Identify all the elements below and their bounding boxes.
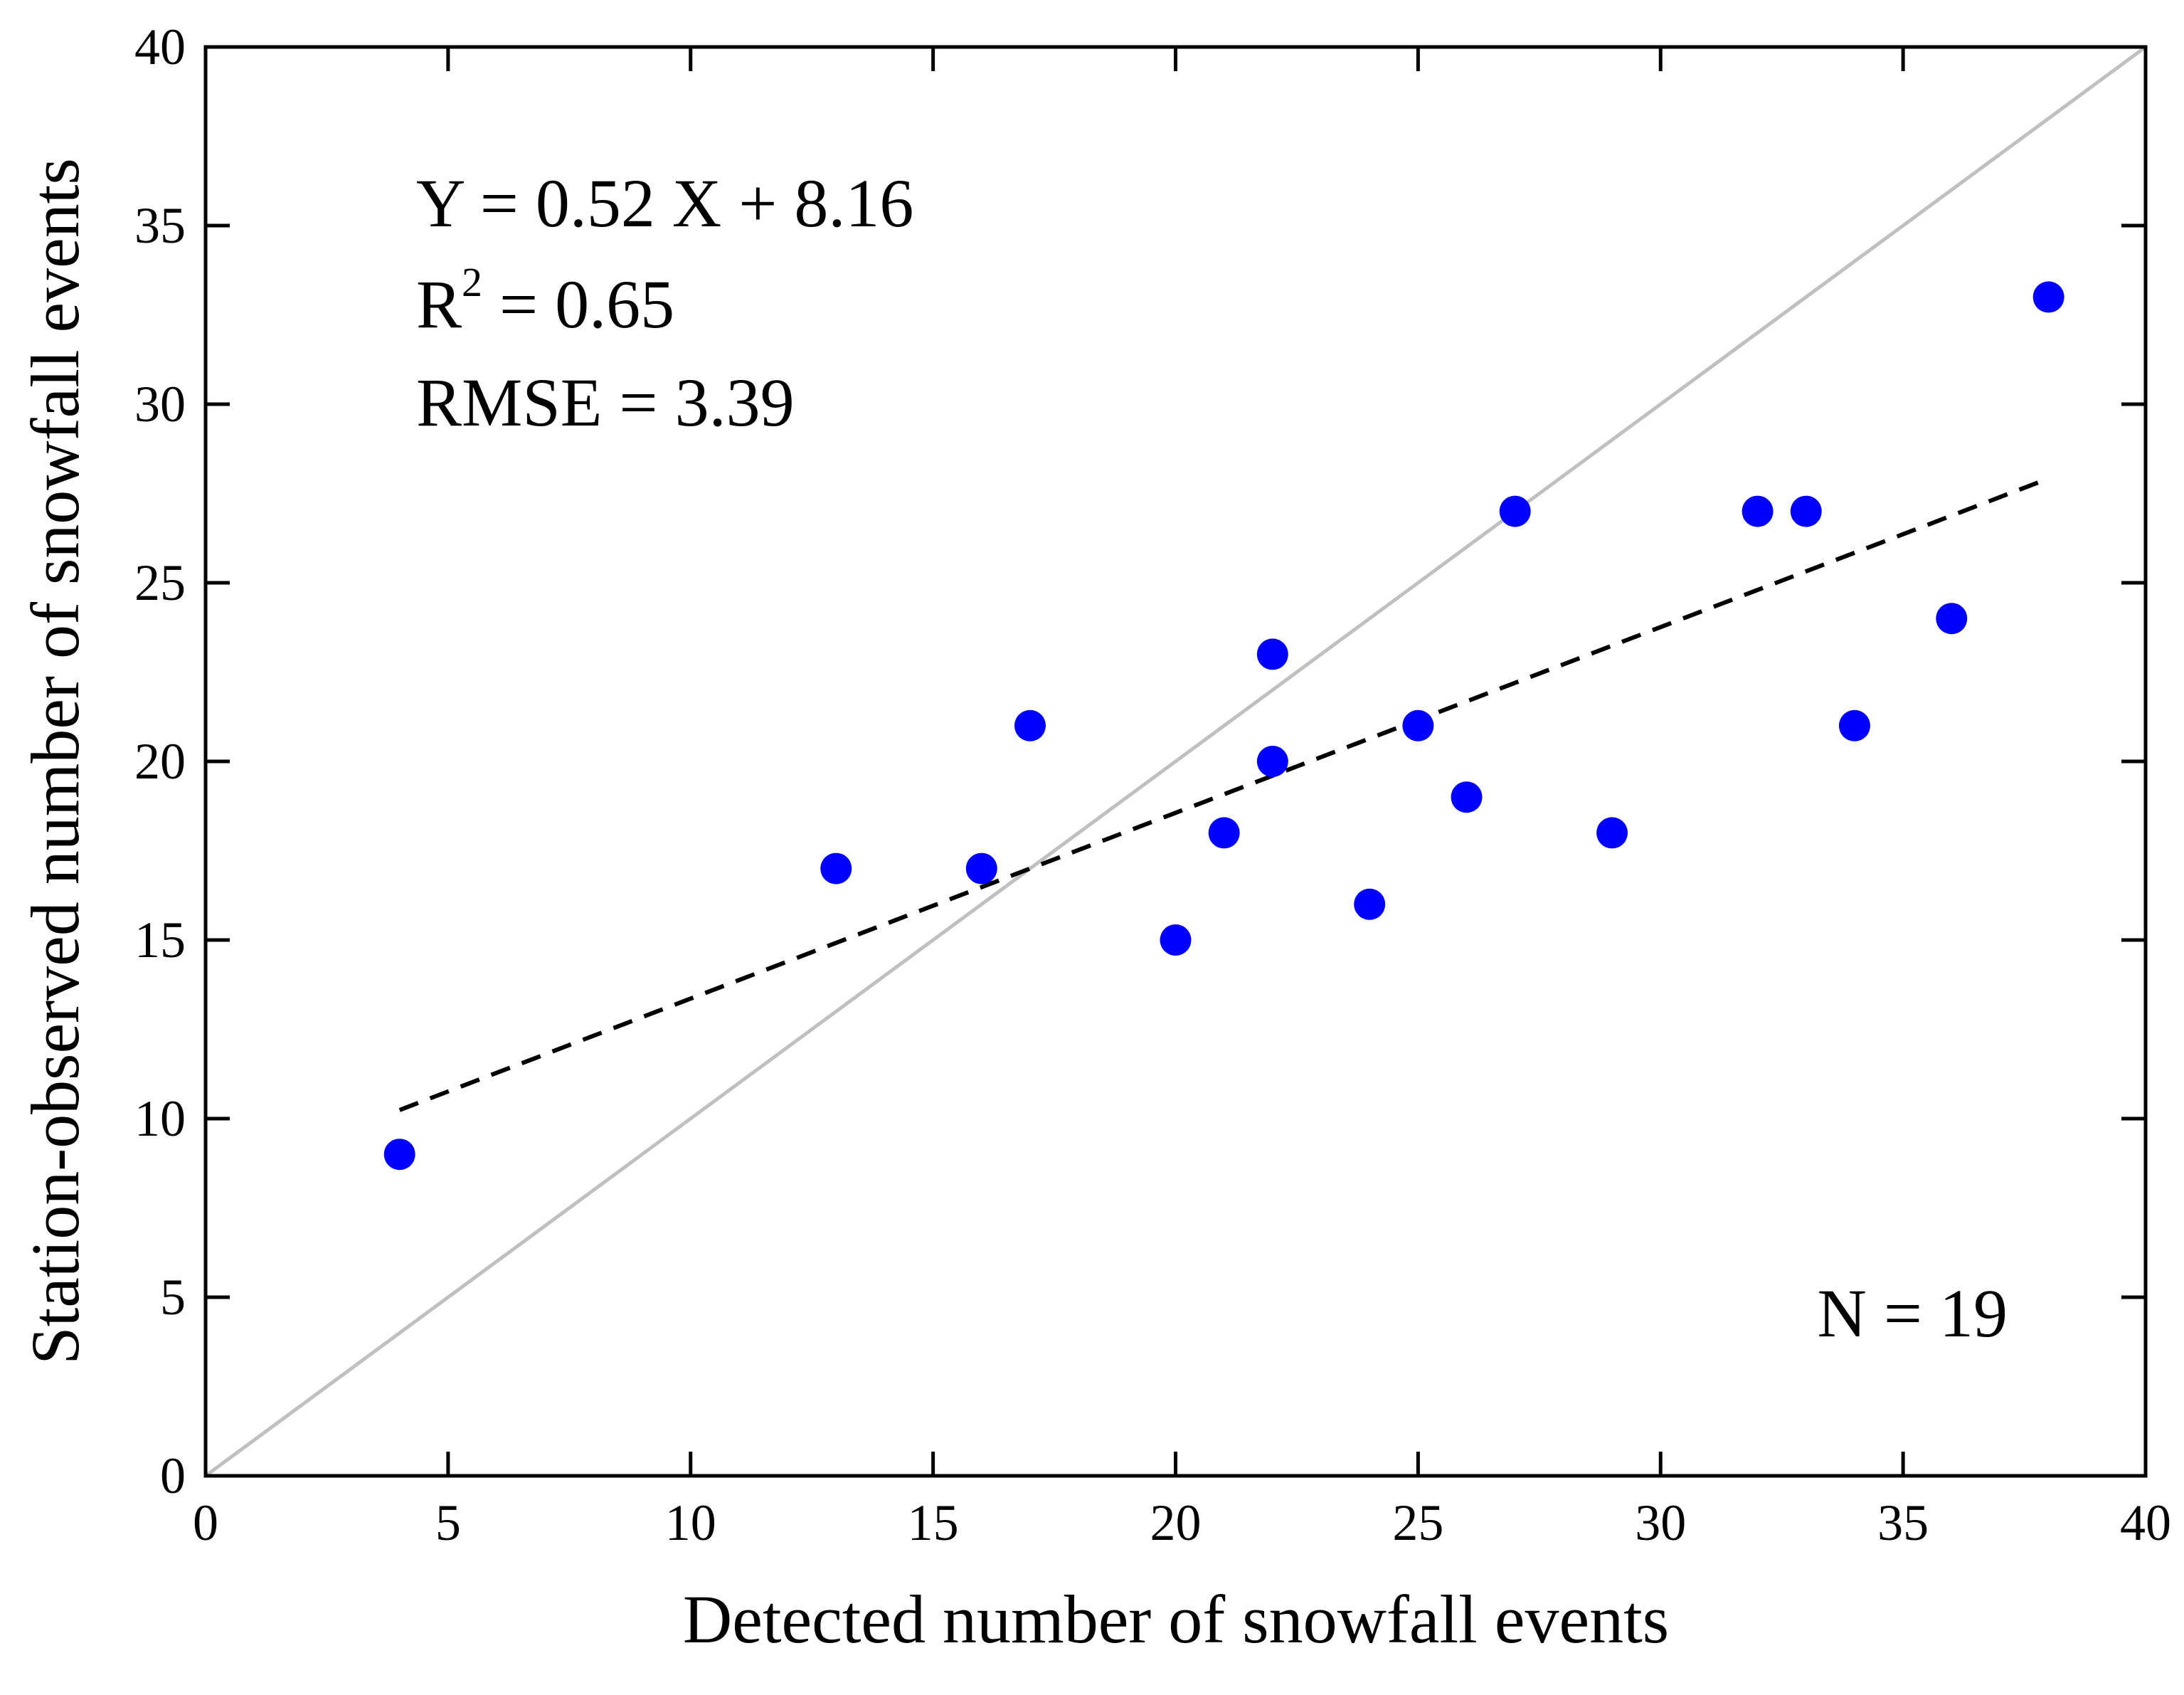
r-squared-value: = 0.65 bbox=[482, 266, 674, 342]
y-tick-label: 25 bbox=[134, 554, 186, 611]
y-tick-labels: 0 5 10 15 20 25 30 35 40 bbox=[134, 19, 186, 1504]
rmse-annotation: RMSE = 3.39 bbox=[416, 364, 795, 440]
r-squared-superscript: 2 bbox=[462, 259, 482, 305]
axis-ticks-layer bbox=[203, 45, 2148, 1478]
data-point bbox=[1256, 746, 1288, 777]
x-tick-label: 0 bbox=[193, 1494, 218, 1551]
data-point bbox=[1936, 603, 1968, 635]
x-tick-label: 5 bbox=[435, 1494, 461, 1551]
data-point bbox=[1790, 495, 1822, 527]
data-point bbox=[1354, 888, 1386, 920]
r-squared-annotation: R2 = 0.65 bbox=[416, 259, 674, 342]
data-point bbox=[1838, 709, 1870, 741]
y-tick-label: 0 bbox=[160, 1447, 186, 1504]
data-point bbox=[1742, 495, 1774, 527]
data-point bbox=[1402, 709, 1434, 741]
x-tick-label: 15 bbox=[908, 1494, 959, 1551]
y-tick-label: 35 bbox=[134, 197, 186, 254]
data-point bbox=[1256, 638, 1288, 670]
data-points-layer bbox=[383, 281, 2064, 1171]
data-point bbox=[1451, 781, 1483, 813]
x-tick-label: 10 bbox=[665, 1494, 716, 1551]
x-tick-labels: 0 5 10 15 20 25 30 35 40 bbox=[193, 1494, 2171, 1551]
y-tick-label: 15 bbox=[134, 912, 186, 968]
y-tick-label: 30 bbox=[134, 376, 186, 433]
x-tick-label: 40 bbox=[2120, 1494, 2171, 1551]
y-axis-title: Station-observed number of snowfall even… bbox=[17, 158, 93, 1365]
reference-line-layer bbox=[204, 45, 2147, 1478]
one-to-one-line bbox=[204, 45, 2147, 1478]
data-point bbox=[2032, 281, 2064, 313]
y-tick-label: 20 bbox=[134, 733, 186, 790]
data-point bbox=[965, 852, 997, 885]
data-point bbox=[1208, 817, 1240, 849]
data-point bbox=[383, 1139, 415, 1171]
equation-annotation: Y = 0.52 X + 8.16 bbox=[416, 165, 913, 241]
x-tick-label: 25 bbox=[1392, 1494, 1443, 1551]
r-squared-label: R bbox=[416, 266, 462, 342]
x-axis-title: Detected number of snowfall events bbox=[683, 1581, 1669, 1657]
data-point bbox=[1160, 924, 1192, 956]
y-tick-label: 40 bbox=[134, 19, 186, 75]
data-point bbox=[1014, 709, 1046, 741]
y-tick-label: 10 bbox=[134, 1090, 186, 1147]
x-tick-label: 30 bbox=[1635, 1494, 1686, 1551]
data-point bbox=[1499, 495, 1531, 527]
y-tick-label: 5 bbox=[160, 1269, 186, 1326]
data-point bbox=[820, 852, 852, 885]
x-tick-label: 35 bbox=[1877, 1494, 1929, 1551]
x-tick-label: 20 bbox=[1150, 1494, 1202, 1551]
data-point bbox=[1596, 817, 1628, 849]
sample-size-annotation: N = 19 bbox=[1818, 1275, 2008, 1351]
